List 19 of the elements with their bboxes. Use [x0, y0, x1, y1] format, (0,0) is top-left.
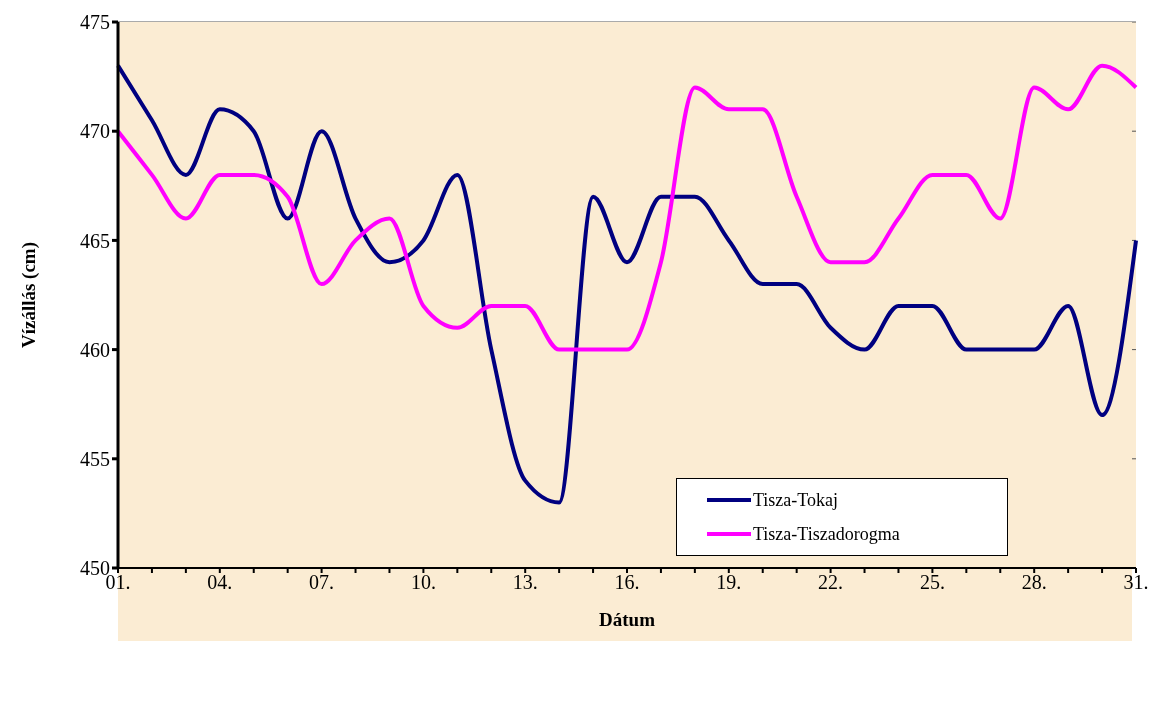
x-tick-label: 28. [1021, 571, 1047, 594]
y-tick-label: 460 [80, 338, 110, 361]
legend-label: Tisza-Tokaj [753, 489, 839, 511]
x-axis-title: Dátum [599, 609, 656, 630]
x-tick-label: 25. [919, 571, 945, 594]
x-tick-label: 31. [1123, 571, 1149, 594]
x-tick-label: 19. [716, 571, 742, 594]
x-tick-label: 07. [309, 571, 335, 594]
x-tick-label: 16. [614, 571, 640, 594]
y-tick-label: 455 [80, 447, 110, 470]
legend-label: Tisza-Tiszadorogma [753, 523, 900, 545]
y-axis-title: Vízállás (cm) [17, 241, 40, 349]
x-tick-label: 13. [512, 571, 538, 594]
x-tick-label: 10. [410, 571, 436, 594]
y-tick-label: 465 [80, 229, 110, 252]
x-tick-label: 04. [207, 571, 233, 594]
y-tick-label: 475 [80, 11, 110, 34]
x-tick-label: 22. [818, 571, 844, 594]
y-tick-label: 470 [80, 120, 110, 143]
